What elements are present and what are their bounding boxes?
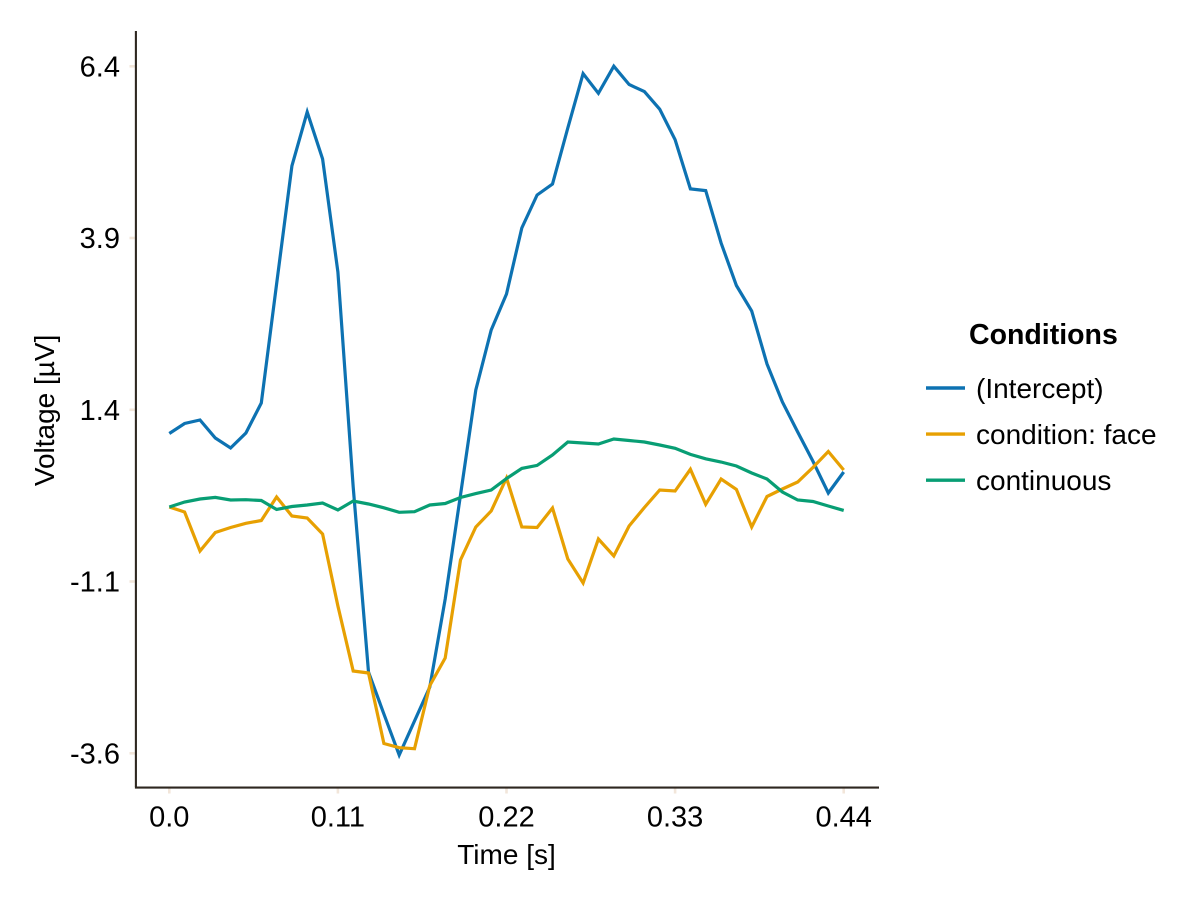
svg-text:6.4: 6.4 (80, 52, 120, 84)
svg-text:0.11: 0.11 (311, 802, 365, 834)
svg-text:0.33: 0.33 (647, 802, 703, 834)
svg-text:condition: face: condition: face (976, 419, 1157, 450)
svg-text:1.4: 1.4 (80, 395, 120, 427)
svg-text:Time [s]: Time [s] (457, 839, 556, 870)
svg-text:0.44: 0.44 (815, 802, 871, 834)
svg-text:3.9: 3.9 (80, 223, 120, 255)
svg-text:0.22: 0.22 (478, 802, 534, 834)
svg-text:Voltage [µV]: Voltage [µV] (29, 335, 60, 487)
svg-text:-1.1: -1.1 (70, 567, 120, 599)
svg-text:(Intercept): (Intercept) (976, 373, 1104, 404)
svg-text:-3.6: -3.6 (70, 739, 120, 771)
svg-text:0.0: 0.0 (149, 802, 189, 834)
svg-text:continuous: continuous (976, 465, 1111, 496)
svg-text:Conditions: Conditions (969, 319, 1118, 351)
